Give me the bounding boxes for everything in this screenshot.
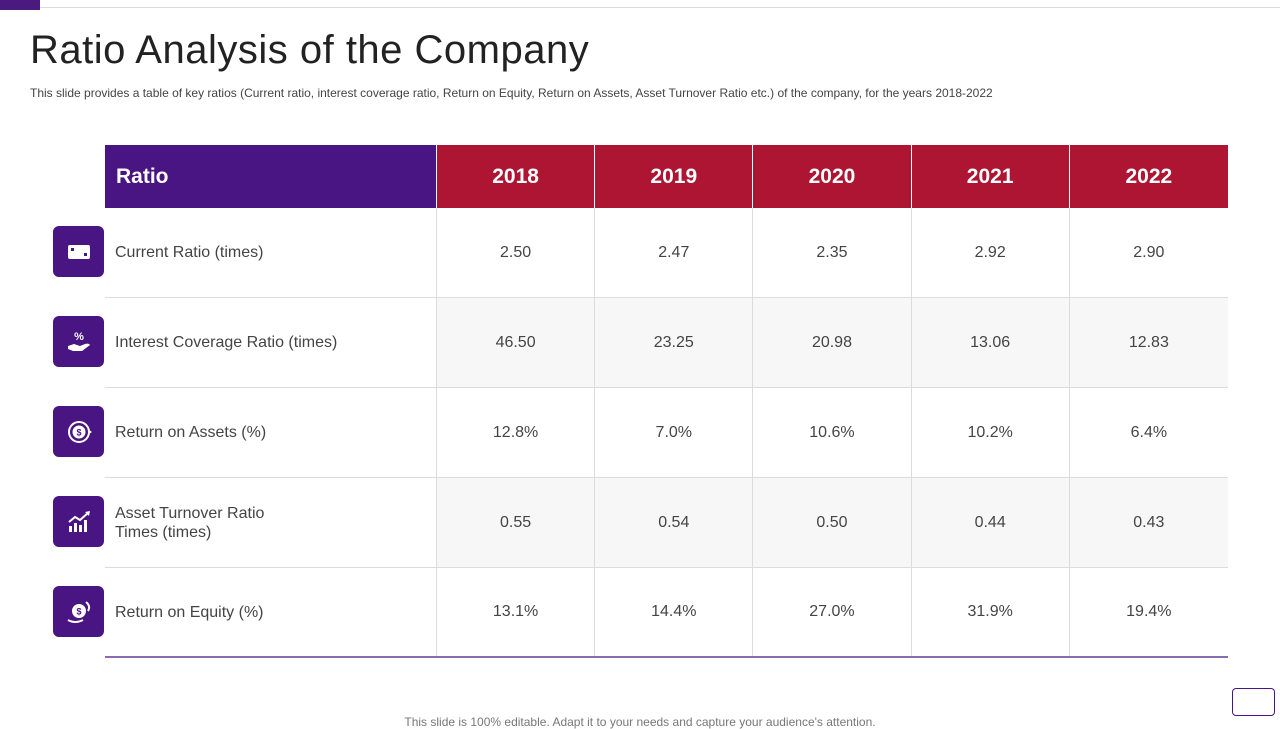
table-cell: 0.54 — [595, 478, 754, 567]
growth-chart-icon — [53, 496, 104, 547]
table-cell: 27.0% — [753, 568, 912, 656]
table-cell: 0.55 — [437, 478, 596, 567]
page-title: Ratio Analysis of the Company — [30, 28, 590, 72]
table-header-row: Ratio 2018 2019 2020 2021 2022 — [105, 145, 1228, 208]
header-year: 2022 — [1069, 145, 1228, 208]
table-cell: 14.4% — [595, 568, 754, 656]
table-row: Current Ratio (times) 2.50 2.47 2.35 2.9… — [105, 208, 1228, 298]
ratio-table: Ratio 2018 2019 2020 2021 2022 Current R… — [105, 145, 1228, 658]
table-cell: 46.50 — [437, 298, 596, 387]
table-row: Return on Equity (%) 13.1% 14.4% 27.0% 3… — [105, 568, 1228, 658]
svg-text:%: % — [74, 331, 84, 343]
wallet-icon — [53, 226, 104, 277]
row-label: Current Ratio (times) — [105, 208, 437, 297]
table-cell: 2.47 — [595, 208, 754, 297]
table-row: Asset Turnover Ratio Times (times) 0.55 … — [105, 478, 1228, 568]
corner-box — [1232, 688, 1275, 716]
table-cell: 10.6% — [753, 388, 912, 477]
table-row: Return on Assets (%) 12.8% 7.0% 10.6% 10… — [105, 388, 1228, 478]
table-cell: 12.8% — [437, 388, 596, 477]
header-year: 2021 — [911, 145, 1070, 208]
accent-bar — [0, 0, 40, 10]
table-row: Interest Coverage Ratio (times) 46.50 23… — [105, 298, 1228, 388]
table-cell: 13.1% — [437, 568, 596, 656]
svg-text:$: $ — [76, 427, 81, 437]
row-label: Asset Turnover Ratio Times (times) — [105, 478, 437, 567]
table-cell: 2.35 — [753, 208, 912, 297]
table-cell: 12.83 — [1069, 298, 1228, 387]
header-year: 2020 — [753, 145, 912, 208]
table-cell: 7.0% — [595, 388, 754, 477]
table-cell: 0.43 — [1069, 478, 1228, 567]
row-label: Return on Equity (%) — [105, 568, 437, 656]
page-subtitle: This slide provides a table of key ratio… — [30, 86, 993, 100]
table-cell: 6.4% — [1130, 423, 1168, 441]
header-ratio: Ratio — [105, 145, 437, 208]
money-return-icon: $ — [53, 586, 104, 637]
table-cell: 0.50 — [753, 478, 912, 567]
footer-note: This slide is 100% editable. Adapt it to… — [404, 715, 876, 729]
top-rule — [40, 7, 1280, 8]
table-cell: 10.2% — [912, 388, 1070, 477]
row-label: Interest Coverage Ratio (times) — [105, 298, 437, 387]
dollar-coin-icon: $ — [53, 406, 104, 457]
table-cell: 2.90 — [1133, 243, 1165, 261]
table-cell: 0.44 — [911, 478, 1070, 567]
table-cell: 13.06 — [911, 298, 1070, 387]
row-label: Return on Assets (%) — [105, 388, 437, 477]
header-year: 2019 — [595, 145, 754, 208]
table-cell: 19.4% — [1126, 603, 1172, 620]
table-cell: 23.25 — [595, 298, 754, 387]
header-year: 2018 — [437, 145, 596, 208]
table-cell: 31.9% — [912, 568, 1070, 656]
table-cell: 2.50 — [437, 208, 596, 297]
table-cell: 2.92 — [912, 208, 1070, 297]
svg-text:$: $ — [76, 606, 81, 616]
table-cell: 20.98 — [753, 298, 912, 387]
percent-hand-icon: % — [53, 316, 104, 367]
